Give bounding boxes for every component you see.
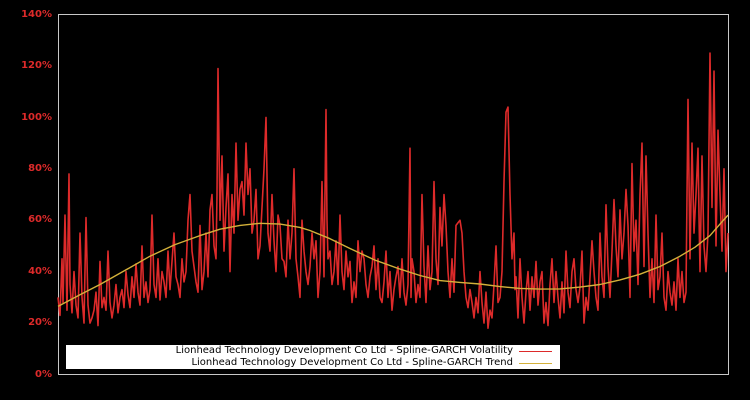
legend-label-volatility: Lionhead Technology Development Co Ltd -…: [175, 345, 513, 356]
y-tick-label: 60%: [28, 214, 52, 225]
plot-area: [58, 14, 729, 375]
y-tick-label: 140%: [21, 9, 52, 20]
legend-label-trend: Lionhead Technology Development Co Ltd -…: [191, 357, 513, 368]
legend-swatch-volatility: [519, 351, 552, 352]
y-tick-label: 40%: [28, 266, 52, 277]
trend-series: [57, 214, 729, 308]
y-tick-label: 100%: [21, 112, 52, 123]
y-tick-label: 120%: [21, 60, 52, 71]
y-tick-label: 80%: [28, 163, 52, 174]
legend: Lionhead Technology Development Co Ltd -…: [66, 345, 560, 369]
y-tick-label: 20%: [28, 317, 52, 328]
legend-swatch-trend: [519, 363, 552, 364]
y-tick-label: 0%: [35, 369, 52, 380]
volatility-series: [57, 52, 729, 330]
